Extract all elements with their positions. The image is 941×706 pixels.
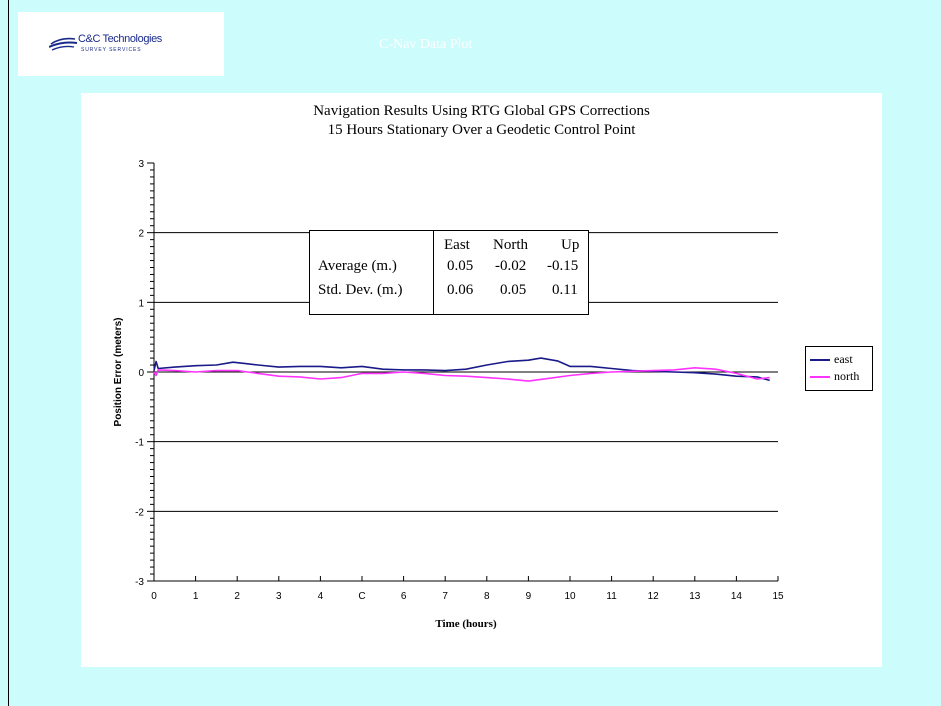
chart-panel: Navigation Results Using RTG Global GPS … bbox=[81, 93, 882, 667]
company-logo: C&C Technologies SURVEY SERVICES bbox=[18, 12, 224, 76]
stats-header-north: North bbox=[493, 237, 528, 253]
x-tick-label: 13 bbox=[689, 591, 701, 602]
x-axis-label: Time (hours) bbox=[435, 618, 497, 630]
series-line-east bbox=[153, 357, 770, 382]
logo-company-name: C&C Technologies bbox=[78, 33, 162, 45]
x-tick-label: 1 bbox=[193, 591, 199, 602]
stats-average-east: 0.05 bbox=[447, 258, 474, 274]
legend-swatch-north bbox=[810, 376, 830, 378]
logo-swoosh-icon bbox=[49, 37, 78, 51]
x-tick-label: C bbox=[358, 591, 365, 602]
y-tick-label: -3 bbox=[135, 577, 144, 588]
stats-stddev-north: 0.05 bbox=[500, 282, 527, 298]
y-tick-label: 1 bbox=[138, 298, 144, 309]
x-tick-label: 12 bbox=[648, 591, 660, 602]
x-tick-label: 7 bbox=[442, 591, 448, 602]
stats-header-up: Up bbox=[561, 237, 580, 253]
legend-item-north: north bbox=[810, 369, 872, 385]
legend-label-north: north bbox=[834, 369, 860, 383]
stats-header-east: East bbox=[444, 237, 470, 253]
stats-row-label-average: Average (m.) bbox=[318, 258, 397, 274]
chart-title-line1: Navigation Results Using RTG Global GPS … bbox=[313, 103, 650, 119]
x-tick-label: 3 bbox=[276, 591, 282, 602]
x-tick-label: 9 bbox=[526, 591, 532, 602]
y-axis-label: Position Error (meters) bbox=[113, 318, 124, 427]
x-tick-label: 4 bbox=[318, 591, 324, 602]
stats-row-label-stddev: Std. Dev. (m.) bbox=[318, 282, 403, 298]
stats-stddev-up: 0.11 bbox=[552, 282, 578, 298]
legend-swatch-east bbox=[810, 359, 830, 361]
y-tick-label: -2 bbox=[135, 507, 144, 518]
x-tick-label: 8 bbox=[484, 591, 490, 602]
legend-label-east: east bbox=[834, 352, 853, 366]
x-tick-label: 10 bbox=[564, 591, 576, 602]
y-tick-label: 2 bbox=[138, 229, 144, 240]
x-tick-label: 15 bbox=[772, 591, 784, 602]
stats-average-north: -0.02 bbox=[495, 258, 527, 274]
x-tick-label: 0 bbox=[151, 591, 157, 602]
table-divider bbox=[433, 231, 434, 314]
y-tick-label: 3 bbox=[138, 159, 144, 170]
x-tick-label: 2 bbox=[234, 591, 240, 602]
chart-legend: east north bbox=[805, 346, 873, 391]
slide-page: C&C Technologies SURVEY SERVICES C-Nav D… bbox=[8, 0, 941, 706]
x-tick-label: 14 bbox=[731, 591, 743, 602]
chart-title-line2: 15 Hours Stationary Over a Geodetic Cont… bbox=[327, 122, 636, 138]
series-line-north bbox=[153, 367, 770, 382]
y-tick-label: -1 bbox=[135, 438, 144, 449]
legend-item-east: east bbox=[810, 352, 872, 368]
x-tick-label: 6 bbox=[401, 591, 407, 602]
stats-stddev-east: 0.06 bbox=[447, 282, 474, 298]
page-title: C-Nav Data Plot bbox=[379, 37, 473, 52]
logo-subtitle: SURVEY SERVICES bbox=[81, 47, 142, 53]
stats-average-up: -0.15 bbox=[547, 258, 579, 274]
x-tick-label: 11 bbox=[606, 591, 617, 602]
statistics-table: East North Up Average (m.) 0.05 -0.02 -0… bbox=[309, 230, 589, 315]
y-tick-label: 0 bbox=[138, 368, 144, 379]
